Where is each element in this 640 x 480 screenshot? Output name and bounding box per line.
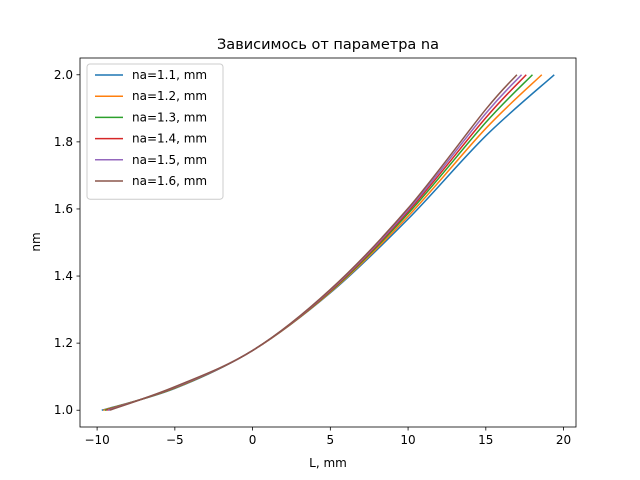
x-tick-label: 20 — [556, 433, 571, 447]
y-tick-label: 1.4 — [54, 269, 73, 283]
series-line-6 — [109, 74, 518, 411]
legend-box — [86, 63, 224, 200]
x-tick-label: 15 — [478, 433, 493, 447]
y-axis-ticks: 1.0 1.2 1.4 1.6 1.8 2.0 — [54, 68, 80, 417]
y-tick-label: 1.8 — [54, 135, 73, 149]
y-tick-label: 1.2 — [54, 336, 73, 350]
legend-label: na=1.1, mm — [132, 68, 207, 82]
x-tick-label: 10 — [400, 433, 415, 447]
legend: na=1.1, mm na=1.2, mm na=1.3, mm na=1.4, mm… — [86, 63, 224, 200]
x-axis-ticks: −10 −5 0 5 10 15 20 — [84, 427, 571, 447]
legend-label: na=1.6, mm — [132, 174, 207, 188]
series-lines — [101, 74, 555, 411]
x-axis-label: L, mm — [309, 456, 347, 470]
x-tick-label: 0 — [249, 433, 257, 447]
axes-frame — [79, 57, 577, 428]
legend-label: na=1.2, mm — [132, 89, 207, 103]
chart-title: Зависимось от параметра na — [217, 37, 439, 53]
legend-label: na=1.3, mm — [132, 110, 207, 124]
x-tick-label: −5 — [166, 433, 184, 447]
x-tick-label: −10 — [84, 433, 109, 447]
y-axis-label: nm — [29, 232, 43, 251]
legend-label: na=1.5, mm — [132, 153, 207, 167]
y-tick-label: 2.0 — [54, 68, 73, 82]
legend-label: na=1.4, mm — [132, 132, 207, 146]
y-tick-label: 1.0 — [54, 403, 73, 417]
y-tick-label: 1.6 — [54, 202, 73, 216]
x-tick-label: 5 — [327, 433, 335, 447]
